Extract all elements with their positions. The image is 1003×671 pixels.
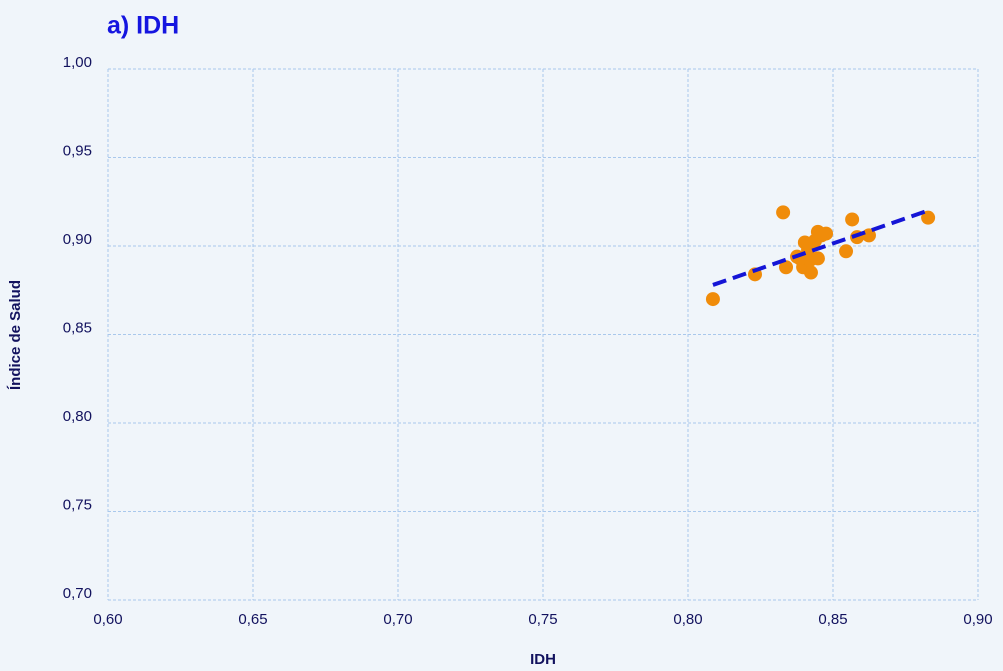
x-tick-label: 0,70 xyxy=(383,611,412,628)
y-tick-label: 1,00 xyxy=(63,54,92,71)
y-tick-label: 0,90 xyxy=(63,231,92,248)
x-tick-label: 0,85 xyxy=(818,611,847,628)
point xyxy=(819,226,834,241)
y-tick-label: 0,80 xyxy=(63,408,92,425)
x-tick-label: 0,65 xyxy=(238,611,267,628)
x-tick-label: 0,60 xyxy=(93,611,122,628)
point xyxy=(776,205,791,220)
trend-line xyxy=(712,208,929,287)
y-tick-label: 0,95 xyxy=(63,142,92,159)
point xyxy=(803,265,818,280)
point xyxy=(810,251,825,266)
y-axis-label: Índice de Salud xyxy=(7,280,24,390)
y-tick-label: 0,85 xyxy=(63,319,92,336)
point xyxy=(705,292,720,307)
x-tick-label: 0,90 xyxy=(963,611,992,628)
chart-title: a) IDH xyxy=(107,12,179,40)
y-tick-label: 0,75 xyxy=(63,496,92,513)
point xyxy=(839,244,854,259)
point xyxy=(845,212,860,227)
y-tick-label: 0,70 xyxy=(63,585,92,602)
x-axis-label: IDH xyxy=(530,651,556,668)
point xyxy=(921,210,936,225)
x-tick-label: 0,75 xyxy=(528,611,557,628)
x-tick-label: 0,80 xyxy=(673,611,702,628)
point xyxy=(779,260,794,275)
